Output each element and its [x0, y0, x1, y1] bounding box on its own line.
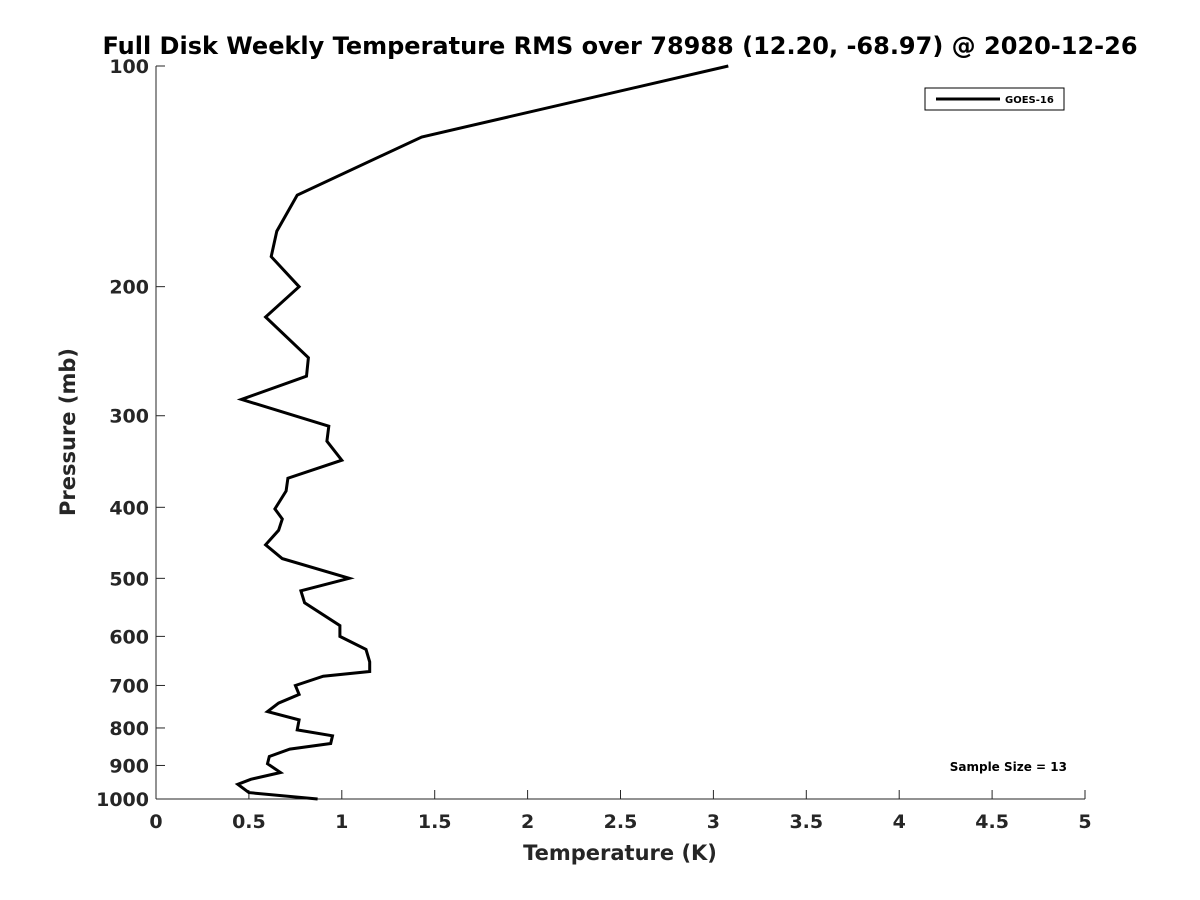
x-tick-label: 3.5: [789, 811, 823, 833]
y-tick-label: 900: [109, 755, 149, 777]
y-tick-label: 1000: [96, 789, 149, 811]
x-tick-label: 4: [893, 811, 906, 833]
x-tick-label: 0: [149, 811, 162, 833]
plot-area: 0 0.5 1 1.5 2 2.5 3 3.5 4 4.5 5 100 200 300 400 500 600 7…: [96, 56, 1092, 833]
sample-size-annotation: Sample Size = 13: [950, 760, 1067, 774]
y-axis-label: Pressure (mb): [56, 348, 80, 516]
x-tick-label: 1.5: [418, 811, 452, 833]
x-tick-label: 3: [707, 811, 720, 833]
y-tick-label: 400: [109, 497, 149, 519]
x-tick-label: 2: [521, 811, 534, 833]
y-tick-label: 700: [109, 675, 149, 697]
x-tick-label: 5: [1078, 811, 1091, 833]
y-tick-label: 100: [109, 56, 149, 78]
x-tick-label: 1: [335, 811, 348, 833]
y-tick-label: 200: [109, 277, 149, 299]
series-line-goes-16: [234, 64, 729, 801]
x-tick-label: 2.5: [604, 811, 638, 833]
legend: GOES-16: [924, 87, 1065, 111]
y-tick-label: 500: [109, 568, 149, 590]
x-tick-label: 0.5: [232, 811, 266, 833]
chart-title: Full Disk Weekly Temperature RMS over 78…: [102, 32, 1137, 60]
x-axis-label: Temperature (K): [523, 841, 717, 865]
y-tick-label: 300: [109, 406, 149, 428]
y-tick-label: 800: [109, 718, 149, 740]
y-tick-label: 600: [109, 626, 149, 648]
x-tick-label: 4.5: [975, 811, 1009, 833]
legend-entry-goes-16: GOES-16: [1005, 95, 1054, 106]
